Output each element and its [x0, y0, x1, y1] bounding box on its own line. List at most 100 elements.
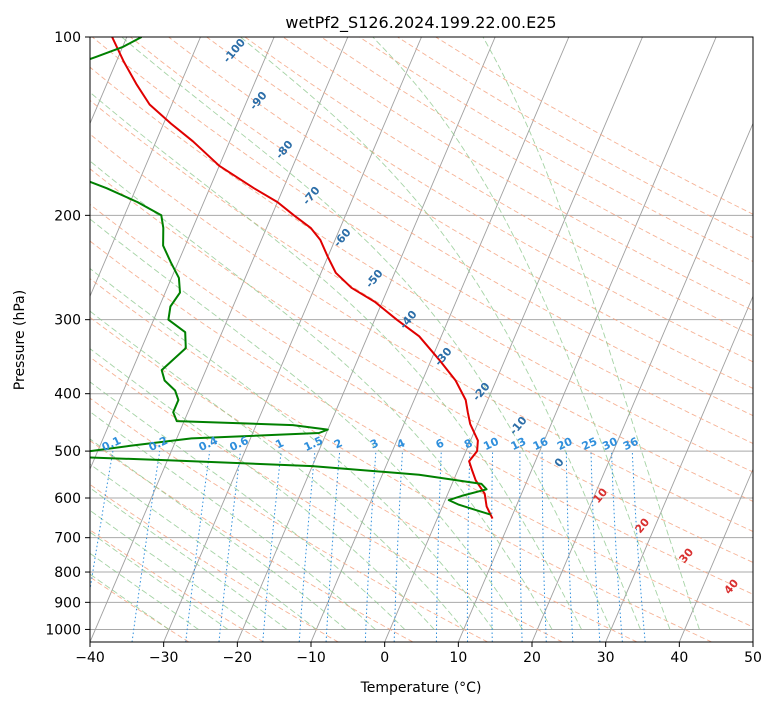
x-tick-label: −30 — [149, 650, 179, 666]
moist-adiabat-line — [121, 37, 612, 630]
moist-adiabat-line — [482, 37, 700, 630]
moist-adiabat-label: 40 — [721, 576, 741, 596]
mixing-ratio-line — [298, 451, 316, 642]
mixing-ratio-label: 16 — [531, 435, 551, 453]
x-axis-label: Temperature (°C) — [360, 680, 482, 696]
mixing-ratio-label: 6 — [434, 436, 447, 451]
reference-lines-group — [90, 37, 753, 642]
y-tick-label: 100 — [54, 30, 81, 46]
isotherm-line — [90, 37, 349, 642]
y-tick-label: 400 — [54, 387, 81, 403]
x-tick-label: 0 — [380, 650, 389, 666]
moist-adiabat-line — [90, 463, 317, 630]
moist-adiabat-line — [90, 531, 229, 630]
moist-adiabat-line — [240, 37, 641, 630]
plot-frame — [89, 36, 754, 643]
mixing-ratio-label: 30 — [600, 435, 620, 453]
dry-adiabat-line — [90, 529, 264, 642]
moist-adiabat-line — [90, 91, 582, 630]
dry-adiabat-line — [282, 37, 753, 311]
dry-adiabat-line — [90, 240, 753, 628]
isotherm-line — [236, 37, 496, 642]
x-tick-label: 20 — [523, 650, 541, 666]
mixing-ratio-label: 1 — [273, 436, 285, 451]
y-axis-label: Pressure (hPa) — [12, 290, 28, 390]
dry-adiabat-line — [90, 440, 414, 642]
moist-adiabat-line — [372, 37, 671, 630]
x-axis: −40 −30 −20 −10 0 10 20 30 40 50 — [75, 642, 762, 666]
mixing-ratio-label: 10 — [481, 435, 501, 453]
dry-adiabat-line — [90, 483, 339, 642]
moist-adiabat-line — [90, 348, 435, 630]
moist-adiabat-line — [90, 487, 288, 630]
isotherm-line — [531, 122, 753, 642]
y-tick-label: 500 — [54, 444, 81, 460]
dry-adiabat-label: -30 — [432, 345, 455, 369]
moist-adiabat-label: 20 — [632, 515, 652, 535]
x-tick-label: −40 — [75, 650, 105, 666]
y-tick-label: 700 — [54, 531, 81, 547]
series-lines-group — [90, 37, 494, 520]
x-tick-label: −20 — [223, 650, 253, 666]
mixing-ratio-line — [466, 451, 471, 642]
mixing-ratio-line — [435, 451, 442, 642]
mixing-ratio-line — [218, 451, 241, 642]
mixing-ratio-label: 36 — [621, 435, 641, 453]
dry-adiabat-line — [90, 203, 753, 595]
dry-adiabat-line — [168, 37, 753, 389]
y-tick-label: 300 — [54, 313, 81, 329]
mixing-ratio-label: 4 — [395, 436, 408, 451]
y-axis: 100 200 300 400 500 600 700 800 900 1000 — [45, 30, 90, 638]
dewpoint-profile-line — [90, 37, 491, 516]
isotherm-line — [90, 37, 201, 298]
mixing-ratio-label: 3 — [368, 436, 380, 451]
dry-adiabat-label: -20 — [470, 380, 493, 404]
dry-adiabat-label: -60 — [331, 226, 354, 250]
mixing-ratio-line — [90, 451, 114, 593]
dry-adiabat-line — [90, 316, 638, 642]
y-tick-label: 1000 — [45, 622, 81, 638]
moist-adiabat-line — [90, 509, 258, 630]
mixing-ratio-line — [590, 451, 601, 642]
isotherm-line — [752, 640, 753, 642]
y-tick-label: 900 — [54, 595, 81, 611]
x-tick-label: 30 — [597, 650, 615, 666]
mixing-ratio-line — [364, 451, 377, 642]
dry-adiabat-line — [244, 37, 753, 337]
moist-adiabat-line — [90, 552, 199, 630]
mixing-ratio-label: 25 — [580, 435, 599, 453]
isotherm-line — [457, 37, 717, 642]
chart-title: wetPf2_S126.2024.199.22.00.E25 — [285, 13, 556, 33]
x-tick-label: 10 — [449, 650, 467, 666]
x-tick-label: −10 — [296, 650, 326, 666]
y-tick-label: 600 — [54, 491, 81, 507]
mixing-ratio-line — [611, 451, 623, 642]
mixing-ratio-line — [185, 451, 211, 642]
dry-adiabat-line — [90, 168, 753, 563]
dry-adiabat-label: -80 — [273, 138, 296, 162]
dry-adiabat-label: -10 — [507, 414, 530, 438]
moist-adiabat-line — [90, 573, 170, 630]
isotherm-line — [384, 37, 643, 642]
moist-adiabat-label: 30 — [676, 545, 696, 565]
dry-adiabat-line — [90, 397, 488, 642]
dry-adiabat-label: -40 — [397, 308, 420, 332]
y-tick-label: 200 — [54, 208, 81, 224]
x-tick-label: 50 — [744, 650, 762, 666]
reference-line-labels-group: 0.1 0.2 0.4 0.6 1 1.5 2 3 4 6 8 10 13 16 20 25 30 36-100-… — [100, 36, 742, 597]
dry-adiabat-line — [90, 356, 563, 642]
dry-adiabat-line — [90, 278, 712, 642]
moist-adiabat-label: 10 — [590, 485, 610, 505]
mixing-ratio-line — [491, 451, 494, 642]
dry-adiabat-line — [90, 576, 190, 642]
isotherm-line — [605, 295, 753, 642]
isotherm-line — [90, 37, 275, 471]
mixing-ratio-label: 13 — [509, 435, 528, 453]
moist-adiabat-line — [90, 438, 347, 630]
dry-adiabat-line — [435, 37, 753, 215]
moist-adiabat-line — [90, 218, 523, 630]
dry-adiabat-line — [206, 37, 753, 363]
mixing-ratio-line — [565, 451, 574, 642]
isotherm-line — [163, 37, 422, 642]
